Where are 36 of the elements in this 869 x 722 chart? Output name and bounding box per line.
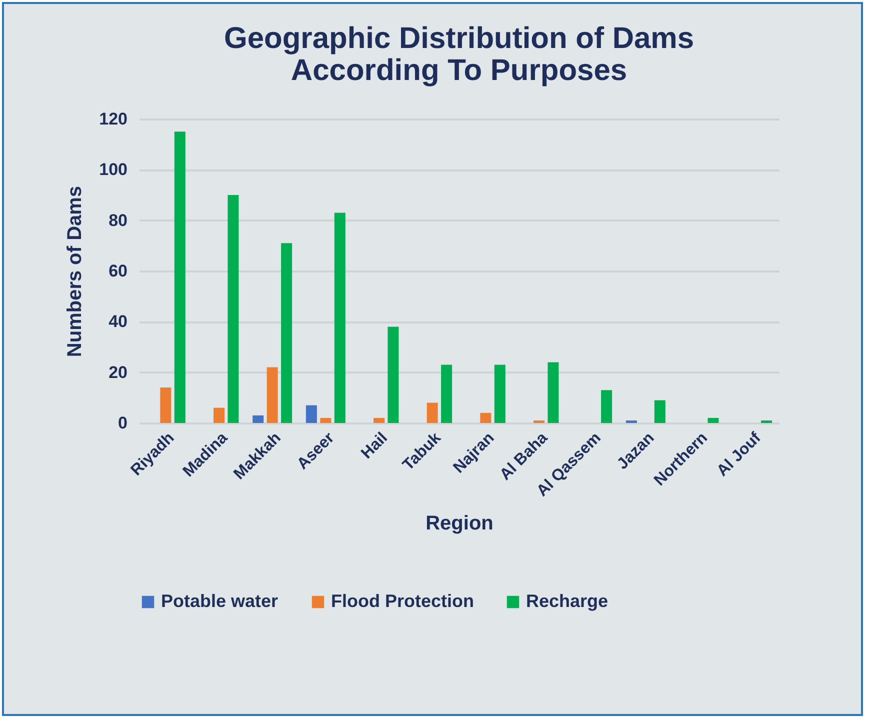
bar bbox=[214, 408, 224, 423]
bar bbox=[708, 418, 719, 423]
bar bbox=[281, 243, 292, 423]
bar bbox=[174, 132, 186, 423]
bar bbox=[654, 400, 666, 423]
bar bbox=[441, 364, 452, 423]
bar bbox=[374, 418, 384, 423]
bar bbox=[761, 420, 772, 423]
bar bbox=[626, 420, 637, 423]
y-tick-label: 60 bbox=[108, 262, 128, 280]
bar bbox=[320, 418, 332, 423]
chart-title: Geographic Distribution of Dams According To Purposes bbox=[224, 22, 694, 87]
y-tick-label: 100 bbox=[99, 160, 128, 180]
bar bbox=[334, 212, 346, 423]
legend-label: Recharge bbox=[526, 591, 608, 611]
y-tick-label: 80 bbox=[108, 210, 128, 230]
x-axis-title: Region bbox=[426, 512, 494, 534]
bar bbox=[252, 415, 264, 423]
y-tick-label: 0 bbox=[118, 414, 128, 432]
bar bbox=[534, 420, 544, 423]
legend-label: Potable water bbox=[161, 591, 278, 611]
bar bbox=[480, 412, 492, 423]
bar bbox=[266, 367, 278, 423]
bar bbox=[601, 390, 612, 423]
bar bbox=[388, 326, 399, 423]
bar bbox=[160, 388, 172, 423]
legend-label: Flood Protection bbox=[331, 591, 474, 611]
y-tick-label: 40 bbox=[108, 312, 128, 332]
bar bbox=[306, 405, 317, 423]
y-axis-title: Numbers of Dams bbox=[64, 186, 86, 358]
bar bbox=[494, 364, 506, 423]
bar bbox=[548, 362, 559, 423]
y-tick-label: 120 bbox=[99, 110, 128, 128]
bar bbox=[228, 195, 239, 423]
y-tick-label: 20 bbox=[108, 362, 128, 382]
bar bbox=[426, 402, 438, 423]
